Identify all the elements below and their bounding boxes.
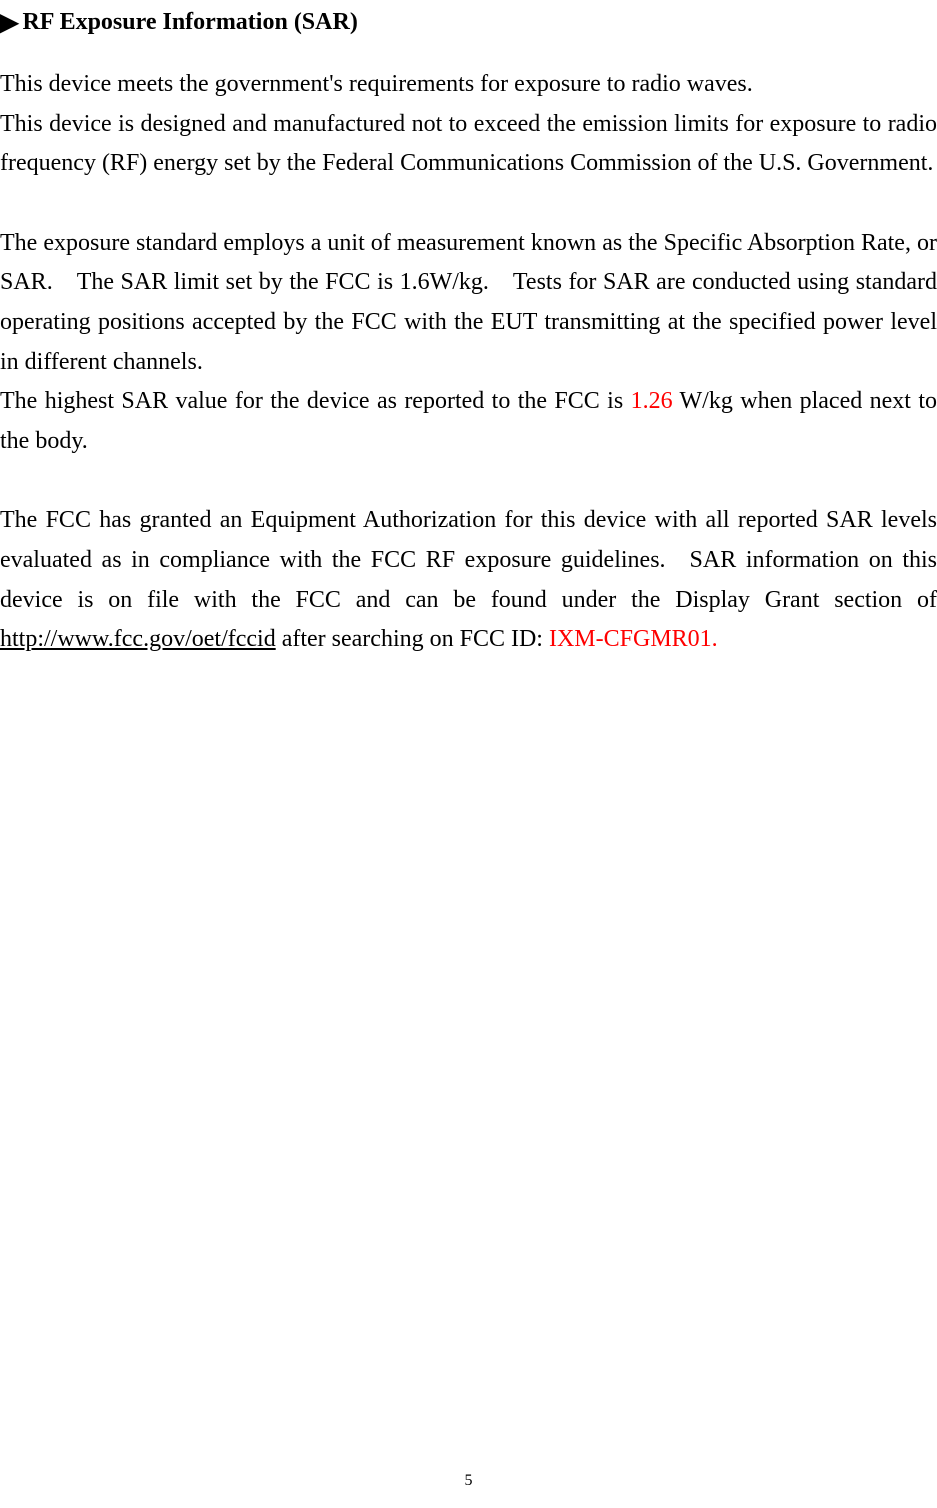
fcc-id-highlight: IXM-CFGMR01.	[549, 626, 718, 652]
page-number: 5	[465, 1472, 473, 1490]
paragraph-3: The highest SAR value for the device as …	[0, 382, 937, 461]
paragraph-4-middle: after searching on FCC ID:	[276, 626, 549, 652]
heading-text: RF Exposure Information (SAR)	[22, 9, 357, 36]
fcc-link[interactable]: http://www.fcc.gov/oet/fccid	[0, 626, 276, 652]
document-content: ▶ RF Exposure Information (SAR) This dev…	[0, 8, 937, 660]
section-heading: ▶ RF Exposure Information (SAR)	[0, 8, 937, 37]
paragraph-1-line-2: This device is designed and manufactured…	[0, 105, 937, 184]
paragraph-1-line-1: This device meets the government's requi…	[0, 65, 937, 105]
paragraph-4: The FCC has granted an Equipment Authori…	[0, 501, 937, 659]
paragraph-2: The exposure standard employs a unit of …	[0, 224, 937, 382]
sar-value-highlight: 1.26	[631, 388, 673, 414]
heading-marker-icon: ▶	[0, 8, 18, 37]
paragraph-3-before: The highest SAR value for the device as …	[0, 388, 631, 414]
paragraph-4-before: The FCC has granted an Equipment Authori…	[0, 507, 937, 612]
paragraph-group-1: This device meets the government's requi…	[0, 65, 937, 184]
